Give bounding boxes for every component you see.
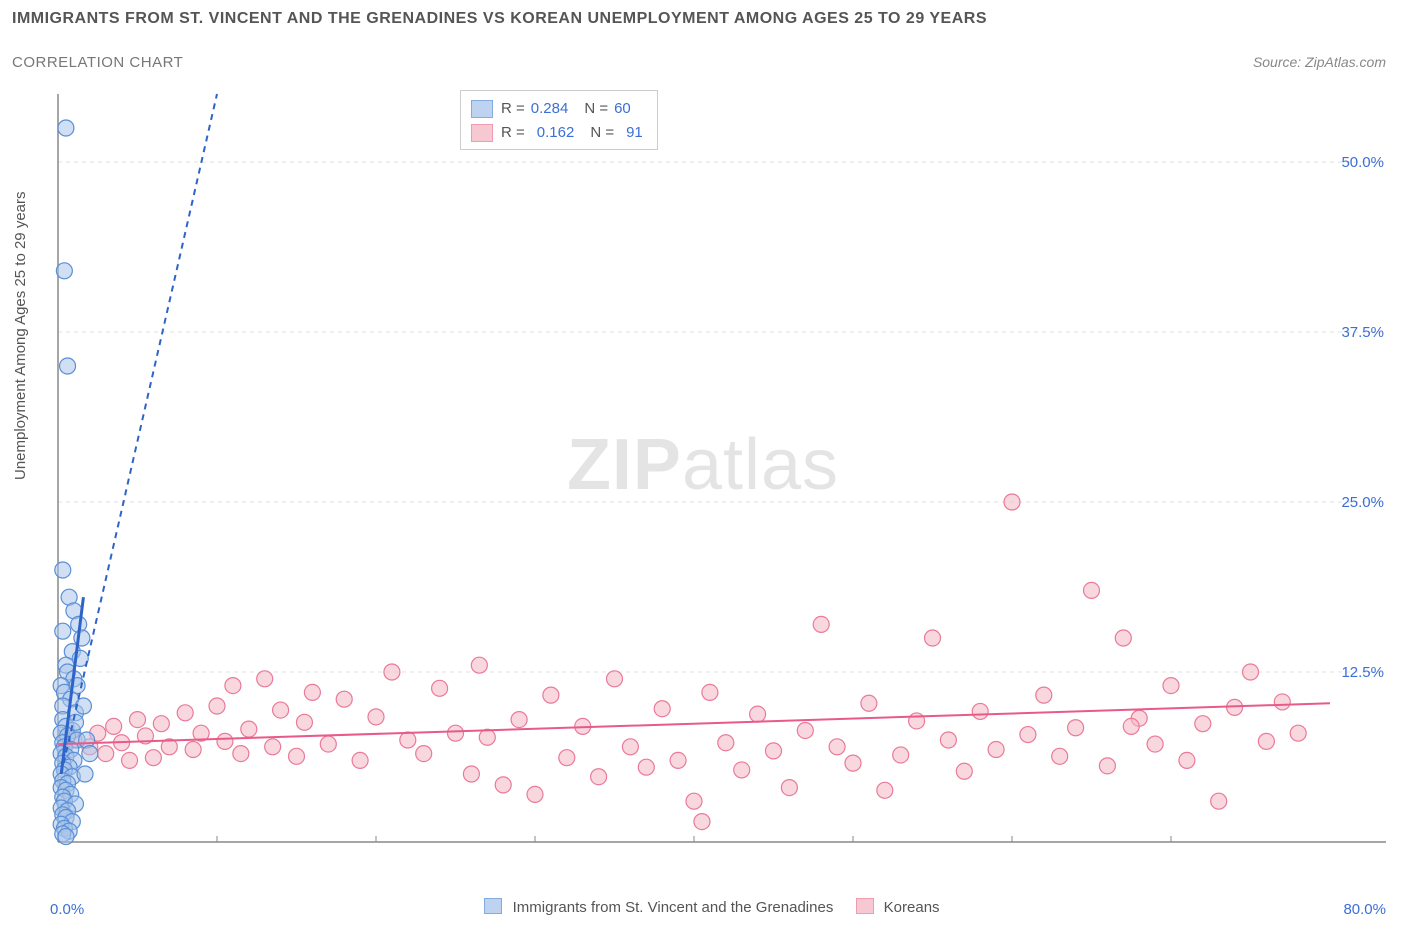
y-axis-label: Unemployment Among Ages 25 to 29 years [12, 191, 29, 480]
svg-text:37.5%: 37.5% [1341, 324, 1384, 341]
chart-subtitle: CORRELATION CHART [12, 54, 183, 71]
legend-row-svg: R =0.284 N =60 [471, 97, 643, 121]
footer-label-kor: Koreans [884, 899, 940, 916]
legend-swatch-svg [471, 100, 493, 118]
svg-text:25.0%: 25.0% [1341, 494, 1384, 511]
legend-swatch-kor [471, 124, 493, 142]
x-axis-max: 80.0% [1343, 901, 1386, 918]
scatter-plot: 12.5% 25.0% 37.5% 50.0% [50, 88, 1390, 878]
legend-row-kor: R =0.162 N =91 [471, 121, 643, 145]
footer-label-svg: Immigrants from St. Vincent and the Gren… [513, 899, 834, 916]
footer-swatch-svg [484, 898, 502, 914]
source-label: Source: ZipAtlas.com [1253, 54, 1386, 70]
x-axis-min: 0.0% [50, 901, 84, 918]
svg-text:50.0%: 50.0% [1341, 154, 1384, 171]
footer-swatch-kor [856, 898, 874, 914]
series-legend: Immigrants from St. Vincent and the Gren… [0, 898, 1406, 916]
correlation-legend: R =0.284 N =60 R =0.162 N =91 [460, 90, 658, 150]
chart-title: IMMIGRANTS FROM ST. VINCENT AND THE GREN… [12, 10, 987, 28]
svg-text:12.5%: 12.5% [1341, 664, 1384, 681]
